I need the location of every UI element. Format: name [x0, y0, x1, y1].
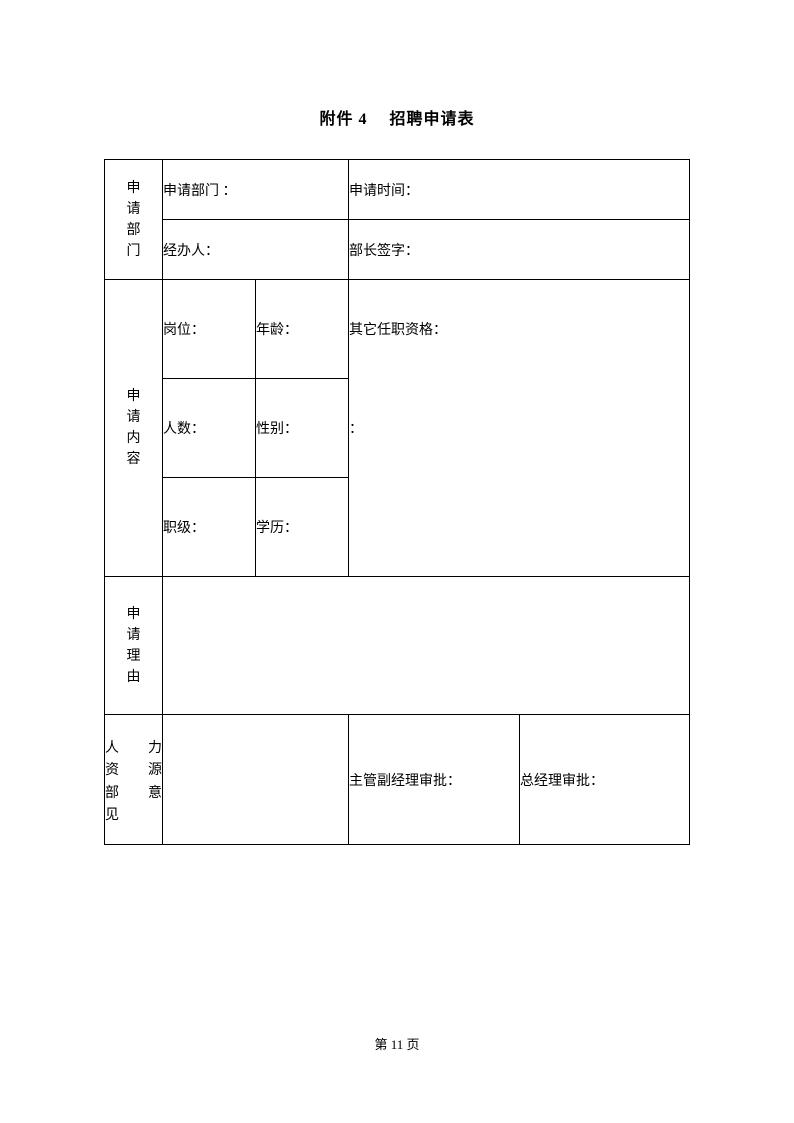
hr-opinion-cell — [163, 715, 349, 845]
gm-approval-cell: 总经理审批： — [520, 715, 690, 845]
qualification-cell-top: 其它任职资格： — [349, 280, 690, 379]
s3h-1: 申 — [127, 604, 141, 625]
s2h-1: 申 — [127, 386, 141, 407]
s1h-4: 门 — [127, 241, 141, 262]
s4h-5: 部 — [105, 783, 119, 805]
s2h-3: 内 — [127, 428, 141, 449]
recruitment-form-table: 申 请 部 门 申请部门 ： 申请时间： 经办人： 部长签字： 申 请 内 容 … — [104, 159, 690, 845]
s4h-6: 意 — [148, 783, 162, 805]
age-cell: 年龄： — [256, 280, 349, 379]
manager-cell: 部长签字： — [349, 220, 690, 280]
position-cell: 岗位： — [163, 280, 256, 379]
handler-cell: 经办人： — [163, 220, 349, 280]
education-cell: 学历： — [256, 478, 349, 577]
qualification-cell-bottom — [349, 478, 690, 577]
page-title: 附件 4 招聘申请表 — [0, 0, 794, 159]
section2-header: 申 请 内 容 — [105, 280, 163, 577]
s4h-1: 人 — [105, 738, 119, 760]
s3h-3: 理 — [127, 646, 141, 667]
dept-cell: 申请部门 ： — [163, 160, 349, 220]
s4h-4: 源 — [148, 760, 162, 782]
rank-cell: 职级： — [163, 478, 256, 577]
s4h-3: 资 — [105, 760, 119, 782]
gender-cell: 性别： — [256, 379, 349, 478]
section1-header: 申 请 部 门 — [105, 160, 163, 280]
count-cell: 人数： — [163, 379, 256, 478]
time-cell: 申请时间： — [349, 160, 690, 220]
section4-header: 人 力 资 源 部 意 见 — [105, 715, 163, 845]
s2h-4: 容 — [127, 449, 141, 470]
vp-approval-cell: 主管副经理审批： — [349, 715, 520, 845]
s2h-2: 请 — [127, 407, 141, 428]
section3-header: 申 请 理 由 — [105, 577, 163, 715]
reason-cell — [163, 577, 690, 715]
s3h-4: 由 — [127, 667, 141, 688]
s1h-3: 部 — [127, 220, 141, 241]
s3h-2: 请 — [127, 625, 141, 646]
s4h-2: 力 — [148, 738, 162, 760]
s1h-1: 申 — [127, 178, 141, 199]
s1h-2: 请 — [127, 199, 141, 220]
page-footer: 第 11 页 — [0, 1034, 794, 1053]
qualification-cell-mid: ： — [349, 379, 690, 478]
s4h-7: 见 — [105, 808, 119, 823]
